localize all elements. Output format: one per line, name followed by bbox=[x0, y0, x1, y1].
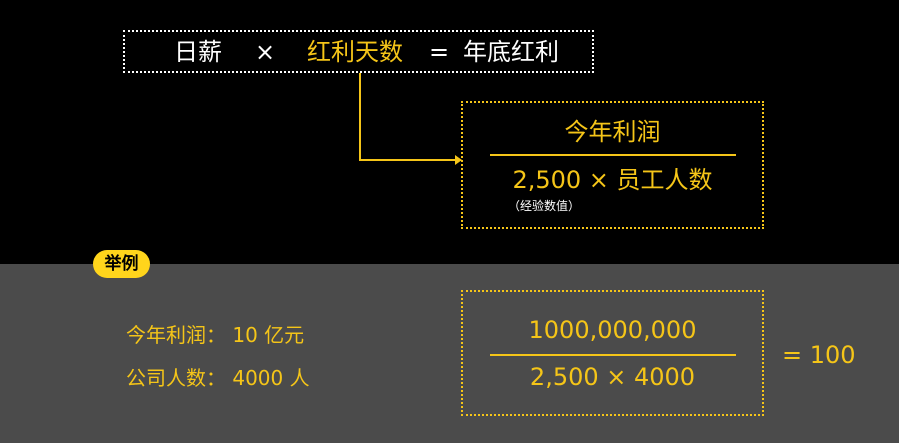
example-denominator: 2,500 × 4000 bbox=[529, 363, 696, 391]
empirical-note: （经验数值） bbox=[508, 199, 581, 213]
year-end-bonus-term: 年底红利 bbox=[463, 38, 559, 66]
definition-box bbox=[461, 101, 764, 229]
multiply-sign: × bbox=[255, 38, 276, 66]
fraction-bar bbox=[490, 154, 736, 156]
example-result: = 100 bbox=[782, 341, 856, 369]
example-box bbox=[461, 290, 764, 416]
definition-numerator: 今年利润 bbox=[564, 118, 661, 146]
example-numerator: 1000,000,000 bbox=[528, 316, 697, 344]
bonus-days-term: 红利天数 bbox=[307, 38, 403, 66]
fraction-bar bbox=[490, 354, 736, 356]
definition-denominator: 2,500 × 员工人数 bbox=[512, 166, 713, 194]
formula-panel bbox=[0, 0, 899, 264]
daily-wage-term: 日薪 bbox=[174, 38, 222, 66]
profit-line: 今年利润： 10 亿元 bbox=[126, 323, 305, 347]
example-badge: 举例 bbox=[93, 250, 150, 278]
arrow-right-icon bbox=[455, 155, 462, 165]
formula-box bbox=[123, 30, 594, 73]
connector-line-vertical bbox=[359, 73, 361, 161]
example-panel bbox=[0, 264, 899, 443]
equals-sign: = bbox=[429, 38, 450, 66]
staff-line: 公司人数： 4000 人 bbox=[126, 366, 310, 390]
connector-line-horizontal bbox=[359, 159, 457, 161]
